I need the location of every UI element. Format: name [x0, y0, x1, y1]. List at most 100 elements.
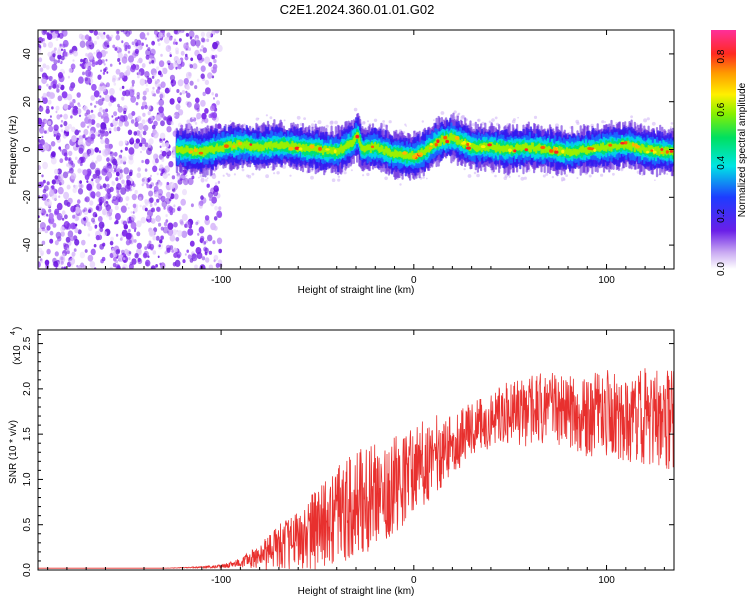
noise-blob	[48, 208, 52, 213]
noise-blob	[124, 47, 128, 52]
noise-blob	[153, 30, 158, 35]
noise-blob	[185, 221, 191, 228]
noise-blob	[136, 95, 140, 100]
noise-blob	[46, 225, 51, 231]
noise-blob	[213, 59, 217, 64]
noise-blob	[116, 190, 120, 194]
faint-blob	[508, 175, 511, 178]
noise-blob	[57, 59, 60, 63]
noise-blob	[52, 222, 57, 228]
noise-blob	[145, 54, 150, 60]
hot-spot	[454, 135, 460, 140]
noise-blob	[147, 47, 151, 52]
noise-blob	[165, 142, 170, 148]
noise-blob	[82, 209, 85, 213]
hot-spot	[288, 146, 294, 151]
noise-blob	[118, 196, 123, 203]
faint-blob	[222, 174, 225, 177]
noise-blob	[151, 90, 155, 95]
noise-blob	[53, 133, 56, 137]
noise-blob	[55, 263, 59, 268]
noise-blob	[51, 106, 54, 110]
faint-blob	[643, 118, 648, 123]
noise-blob	[202, 91, 206, 97]
noise-blob	[136, 172, 142, 179]
noise-blob	[152, 131, 159, 139]
noise-blob	[41, 227, 45, 232]
noise-blob	[152, 165, 158, 173]
noise-blob	[160, 172, 163, 176]
noise-blob	[99, 136, 103, 140]
noise-blob	[160, 226, 164, 231]
noise-blob	[47, 41, 54, 48]
faint-blob	[517, 116, 519, 119]
noise-blob	[214, 182, 218, 186]
noise-blob	[130, 211, 133, 214]
noise-blob	[125, 203, 128, 206]
noise-blob	[165, 219, 169, 223]
noise-blob	[156, 172, 159, 176]
noise-blob	[131, 258, 137, 265]
noise-blob	[159, 262, 162, 266]
noise-blob	[148, 59, 152, 62]
noise-blob	[91, 83, 97, 91]
noise-blob	[209, 197, 212, 201]
noise-blob	[50, 218, 55, 223]
noise-blob	[149, 118, 152, 121]
noise-blob	[151, 75, 155, 79]
hot-spot	[646, 150, 650, 154]
noise-blob	[60, 55, 65, 61]
noise-blob	[131, 111, 136, 116]
noise-blob	[69, 49, 73, 54]
noise-blob	[204, 108, 209, 114]
noise-blob	[156, 102, 159, 105]
noise-blob	[50, 157, 57, 165]
noise-blob	[69, 235, 75, 241]
noise-blob	[137, 167, 141, 172]
noise-blob	[200, 195, 204, 200]
noise-blob	[177, 230, 183, 237]
noise-blob	[38, 207, 42, 215]
noise-blob	[165, 197, 171, 205]
noise-blob	[139, 32, 146, 40]
noise-blob	[53, 59, 58, 65]
noise-blob	[157, 182, 162, 188]
noise-blob	[145, 83, 148, 87]
hot-spot	[465, 146, 472, 150]
noise-blob	[105, 200, 109, 204]
noise-blob	[146, 147, 152, 156]
noise-blob	[115, 34, 121, 41]
noise-blob	[200, 65, 206, 72]
noise-blob	[57, 54, 62, 60]
noise-blob	[110, 236, 114, 242]
noise-blob	[203, 241, 207, 245]
faint-blob	[337, 178, 341, 182]
noise-blob	[52, 257, 57, 264]
noise-blob	[176, 89, 180, 93]
noise-blob	[55, 135, 60, 141]
noise-blob	[186, 85, 190, 91]
noise-blob	[120, 30, 125, 33]
hot-spot	[634, 143, 638, 148]
noise-blob	[117, 103, 120, 108]
figure-title: C2E1.2024.360.01.01.G02	[280, 2, 435, 17]
noise-blob	[109, 240, 114, 246]
noise-blob	[79, 180, 82, 184]
noise-blob	[118, 140, 124, 147]
noise-blob	[91, 160, 94, 163]
noise-blob	[167, 228, 174, 236]
noise-blob	[78, 33, 84, 39]
colorbar-label: Normalized spectral amplitude	[737, 82, 748, 217]
noise-blob	[176, 58, 182, 65]
noise-blob	[216, 100, 220, 106]
noise-blob	[158, 244, 161, 248]
noise-blob	[127, 50, 131, 54]
noise-blob	[82, 71, 85, 76]
noise-blob	[141, 159, 144, 164]
faint-blob	[366, 172, 370, 177]
noise-blob	[180, 198, 186, 206]
noise-blob	[132, 203, 137, 209]
noise-blob	[90, 191, 96, 199]
noise-blob	[172, 62, 178, 68]
noise-blob	[159, 239, 163, 244]
